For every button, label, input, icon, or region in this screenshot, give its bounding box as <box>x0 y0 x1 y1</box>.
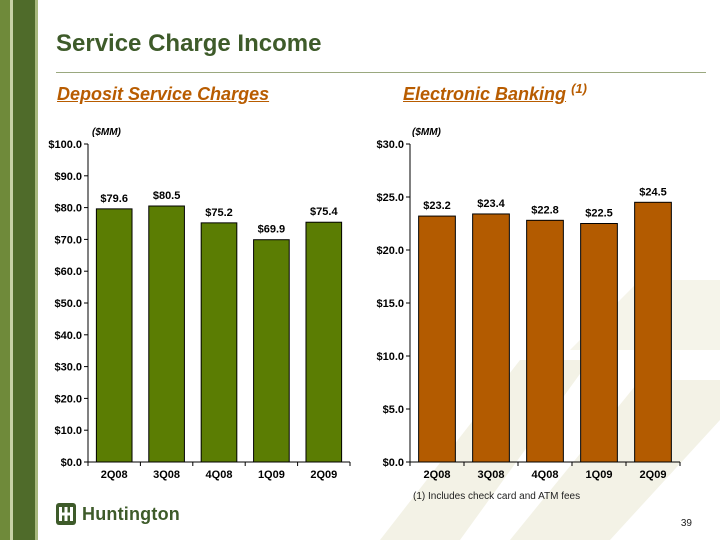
left-bar <box>95 208 133 463</box>
left-chart-heading: Deposit Service Charges <box>57 84 270 104</box>
left-x-tick-label: 1Q09 <box>258 469 285 481</box>
footnote: (1) Includes check card and ATM fees <box>413 491 581 502</box>
huntington-logo-icon <box>56 503 76 525</box>
left-x-tick-label: 3Q08 <box>153 469 180 481</box>
right-y-tick-label: $20.0 <box>376 245 404 257</box>
left-bar <box>148 205 185 463</box>
left-bar <box>253 239 290 463</box>
left-y-tick-label: $100.0 <box>48 139 82 151</box>
title-divider <box>56 72 706 73</box>
left-y-tick-label: $40.0 <box>54 330 82 342</box>
left-y-tick-label: $80.0 <box>54 203 82 215</box>
right-y-tick-label: $30.0 <box>376 139 404 151</box>
right-x-tick-label: 3Q08 <box>478 469 505 481</box>
left-y-tick-label: $70.0 <box>54 234 82 246</box>
right-bar <box>472 213 510 463</box>
left-y-tick-label: $20.0 <box>54 393 82 405</box>
right-y-tick-label: $25.0 <box>376 192 404 204</box>
left-unit-label: ($MM) <box>92 127 122 138</box>
side-stripe-4 <box>35 0 38 540</box>
right-chart-heading: Electronic Banking (1) <box>403 81 587 105</box>
right-data-label: $22.8 <box>531 204 559 216</box>
right-y-tick-label: $10.0 <box>376 351 404 363</box>
left-bar <box>200 222 238 463</box>
left-data-label: $75.2 <box>205 207 233 219</box>
left-data-label: $80.5 <box>153 190 181 202</box>
left-x-tick-label: 2Q09 <box>310 469 337 481</box>
right-data-label: $22.5 <box>585 208 613 220</box>
right-y-tick-label: $15.0 <box>376 298 404 310</box>
left-data-label: $75.4 <box>310 206 338 218</box>
right-y-tick-label: $0.0 <box>383 457 404 469</box>
left-y-tick-label: $0.0 <box>61 457 82 469</box>
right-x-tick-label: 1Q09 <box>586 469 613 481</box>
left-x-tick-label: 4Q08 <box>206 469 233 481</box>
right-x-tick-label: 4Q08 <box>532 469 559 481</box>
left-y-tick-label: $90.0 <box>54 171 82 183</box>
right-x-tick-label: 2Q08 <box>424 469 451 481</box>
right-data-label: $23.4 <box>477 198 505 210</box>
logo-text: Huntington <box>82 503 180 524</box>
left-data-label: $69.9 <box>258 224 286 236</box>
right-bar <box>580 223 618 463</box>
right-data-label: $23.2 <box>423 200 451 212</box>
left-y-tick-label: $60.0 <box>54 266 82 278</box>
right-data-label: $24.5 <box>639 186 667 198</box>
left-y-tick-label: $30.0 <box>54 362 82 374</box>
right-unit-label: ($MM) <box>412 127 442 138</box>
left-data-label: $79.6 <box>100 193 128 205</box>
logo: Huntington <box>56 503 180 525</box>
right-chart-heading-note: (1) <box>571 81 587 96</box>
left-y-tick-label: $10.0 <box>54 425 82 437</box>
right-bar <box>418 215 456 463</box>
right-x-tick-label: 2Q09 <box>640 469 667 481</box>
left-x-tick-label: 2Q08 <box>101 469 128 481</box>
right-bar <box>634 201 672 463</box>
page-number: 39 <box>680 518 692 529</box>
page-title: Service Charge Income <box>56 30 322 57</box>
side-stripe-1 <box>0 0 10 540</box>
right-y-tick-label: $5.0 <box>383 404 404 416</box>
left-y-tick-label: $50.0 <box>54 298 82 310</box>
right-bar <box>526 219 564 463</box>
left-bar <box>305 221 343 463</box>
right-chart-heading-text: Electronic Banking <box>403 84 567 104</box>
side-stripe-3 <box>13 0 35 540</box>
side-stripe-2 <box>10 0 13 540</box>
